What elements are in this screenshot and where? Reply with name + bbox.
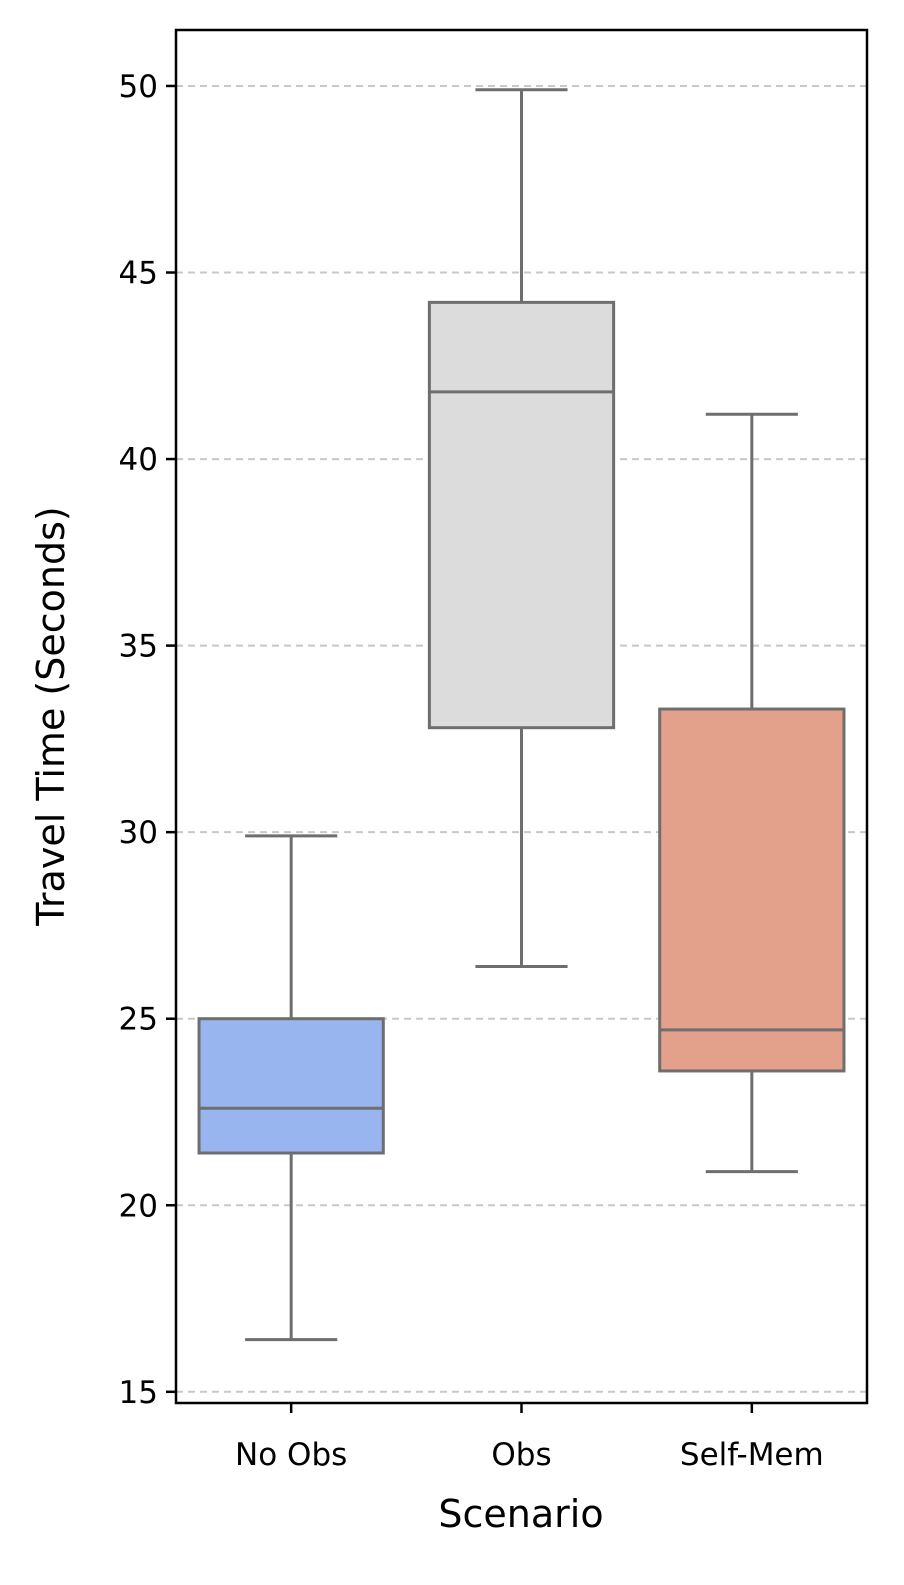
y-tick-label: 20 — [119, 1188, 158, 1224]
x-tick-label: No Obs — [235, 1437, 347, 1473]
iqr-box — [197, 1017, 385, 1155]
x-axis: No Obs Obs Self-Mem — [235, 1403, 824, 1473]
x-axis-title: Scenario — [438, 1492, 603, 1536]
y-tick-label: 40 — [119, 442, 158, 478]
y-tick-label: 45 — [119, 256, 158, 292]
y-tick-label: 50 — [119, 69, 158, 105]
x-tick-label: Obs — [491, 1437, 551, 1473]
x-tick-label: Self-Mem — [680, 1437, 824, 1473]
y-tick-label: 30 — [119, 815, 158, 851]
y-axis-title: Travel Time (Seconds) — [29, 506, 73, 926]
box-self-mem — [658, 412, 846, 1174]
y-tick-label: 35 — [119, 629, 158, 665]
y-tick-label: 15 — [119, 1375, 158, 1411]
box-obs — [427, 88, 616, 968]
iqr-box — [658, 707, 846, 1073]
box-no-obs — [197, 834, 385, 1342]
y-tick-label: 25 — [119, 1002, 158, 1038]
box-series — [197, 88, 846, 1342]
iqr-box — [427, 300, 616, 730]
y-axis: 15 20 25 30 35 40 45 50 — [119, 69, 176, 1411]
